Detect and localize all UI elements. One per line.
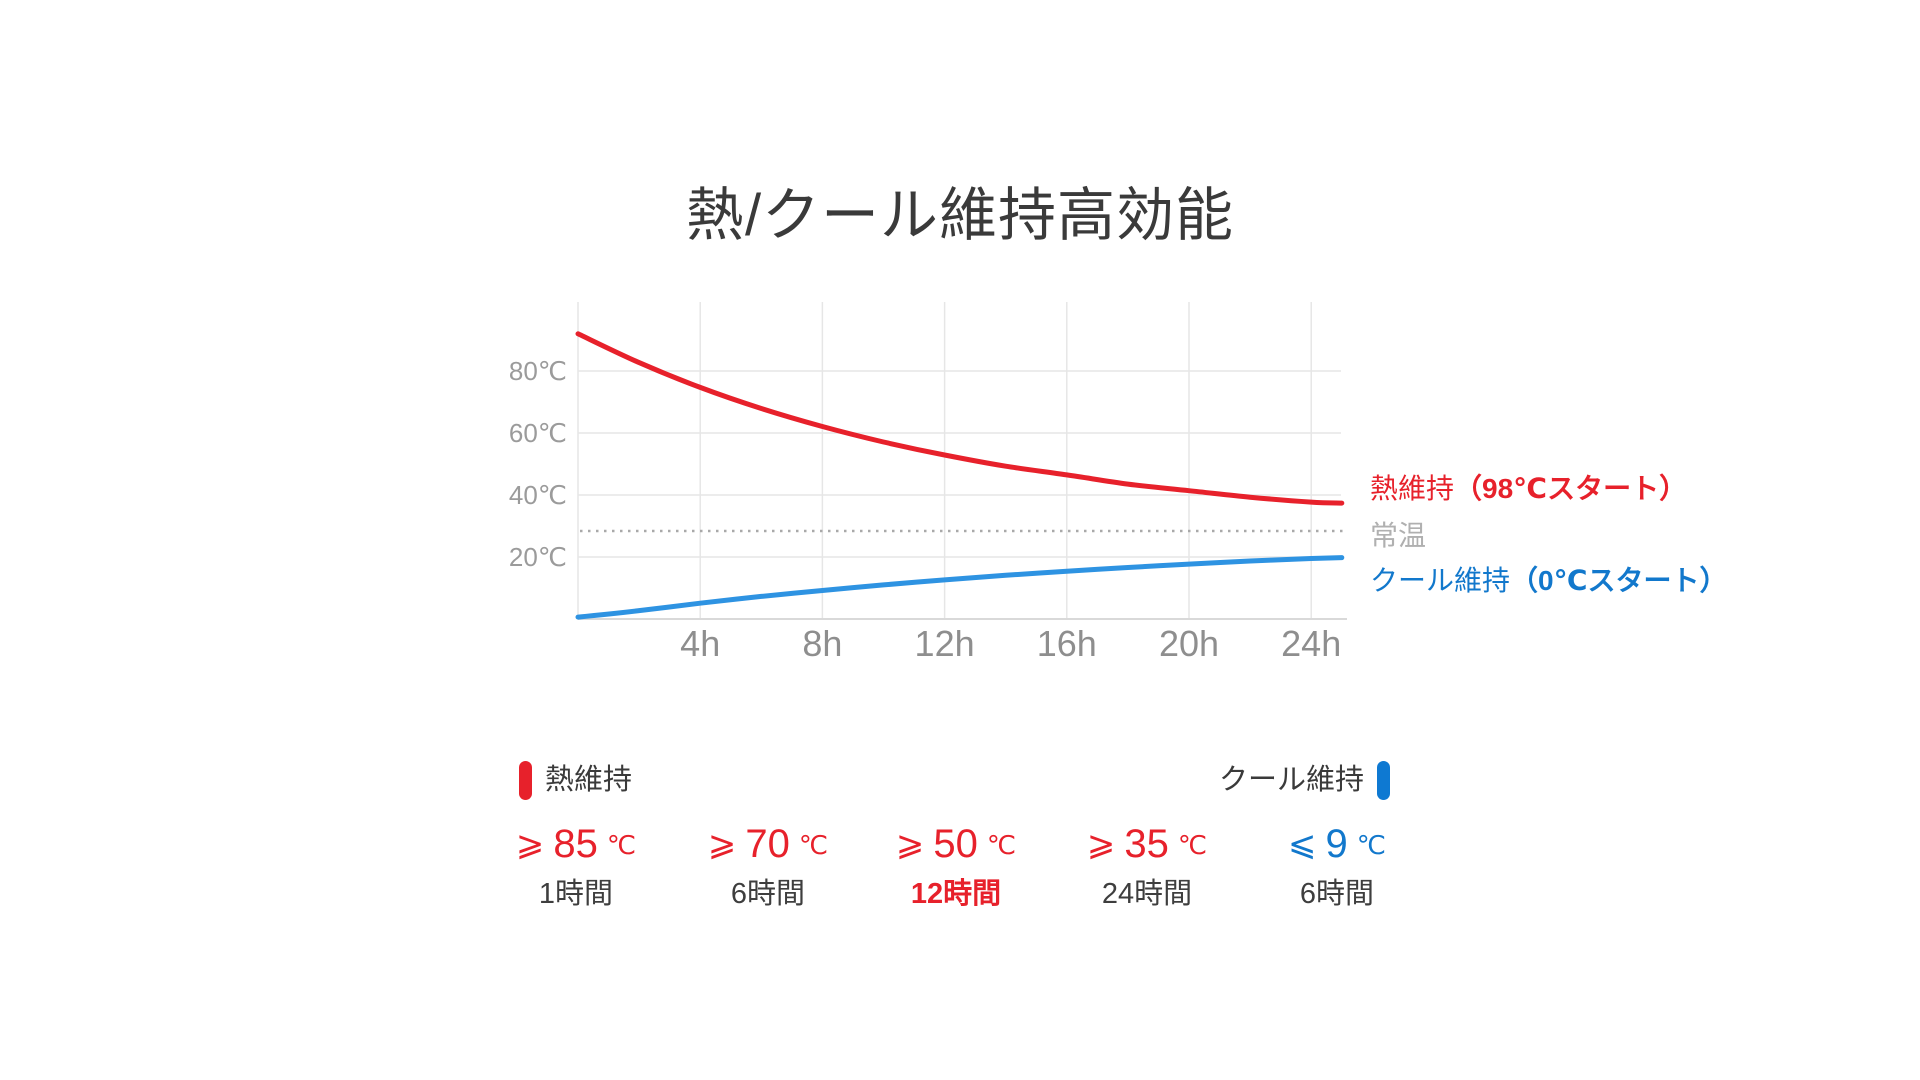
gte-icon: ⩾ bbox=[1086, 825, 1116, 863]
stat-temp: ⩾ 35 ℃ bbox=[1086, 822, 1208, 866]
cool-legend-swatch bbox=[1377, 761, 1391, 800]
stat-hot-50c: ⩾ 50 ℃ 12時間 bbox=[836, 818, 1076, 911]
stat-temp: ⩾ 85 ℃ bbox=[515, 822, 637, 866]
hot-series-label: 熱維持（98℃スタート） bbox=[1370, 470, 1687, 508]
stat-duration: 1時間 bbox=[538, 878, 614, 910]
x-tick-label: 24h bbox=[1281, 623, 1341, 664]
stat-temp: ⩽ 9 ℃ bbox=[1288, 822, 1386, 866]
stat-duration: 24時間 bbox=[1101, 878, 1193, 910]
x-tick-label: 12h bbox=[915, 623, 975, 664]
stat-temp: ⩾ 50 ℃ bbox=[895, 822, 1017, 866]
hot-legend-swatch bbox=[519, 761, 532, 800]
stat-temp: ⩾ 70 ℃ bbox=[707, 822, 829, 866]
x-tick-label: 4h bbox=[680, 623, 720, 664]
page-title: 熱/クール維持高効能 bbox=[685, 183, 1235, 248]
ambient-line-label: 常温 bbox=[1370, 517, 1426, 555]
hot-legend-label: 熱維持 bbox=[545, 764, 633, 796]
cool-legend-label: クール維持 bbox=[1219, 764, 1365, 796]
stat-duration: 6時間 bbox=[1299, 878, 1375, 910]
x-tick-label: 20h bbox=[1159, 623, 1219, 664]
stat-duration-highlight: 12時間 bbox=[910, 878, 1002, 910]
cool-series-label-text: クール維持 bbox=[1370, 565, 1511, 596]
hot-series-label-text: 熱維持 bbox=[1370, 473, 1455, 504]
legend-hot: 熱維持 bbox=[519, 761, 632, 800]
y-tick-label: 80℃ bbox=[509, 356, 567, 386]
stat-cool-9c: ⩽ 9 ℃ 6時間 bbox=[1217, 818, 1457, 911]
x-tick-label: 16h bbox=[1037, 623, 1097, 664]
stat-hot-35c: ⩾ 35 ℃ 24時間 bbox=[1027, 818, 1267, 911]
stat-hot-70c: ⩾ 70 ℃ 6時間 bbox=[648, 818, 888, 911]
lte-icon: ⩽ bbox=[1288, 825, 1317, 863]
hot-curve bbox=[575, 331, 1345, 506]
ambient-line-label-text: 常温 bbox=[1370, 520, 1427, 551]
cool-series-label: クール維持（0℃スタート） bbox=[1370, 562, 1728, 600]
legend-cool: クール維持 bbox=[1219, 761, 1391, 800]
hot-series-label-start: （98℃スタート） bbox=[1454, 473, 1688, 504]
y-tick-label: 40℃ bbox=[509, 480, 567, 510]
x-tick-label: 8h bbox=[802, 623, 842, 664]
gte-icon: ⩾ bbox=[707, 825, 737, 863]
y-tick-label: 60℃ bbox=[509, 418, 567, 448]
temperature-retention-chart: 4h 8h 12h 16h 20h 24h 20℃ 40℃ 60℃ 80℃ bbox=[509, 302, 1348, 664]
y-tick-label: 20℃ bbox=[509, 542, 567, 572]
stat-hot-85c: ⩾ 85 ℃ 1時間 bbox=[456, 818, 696, 911]
cool-series-label-start: （0℃スタート） bbox=[1510, 565, 1728, 596]
gte-icon: ⩾ bbox=[895, 825, 925, 863]
gte-icon: ⩾ bbox=[515, 825, 545, 863]
stat-duration: 6時間 bbox=[730, 878, 806, 910]
cool-curve bbox=[575, 555, 1345, 620]
